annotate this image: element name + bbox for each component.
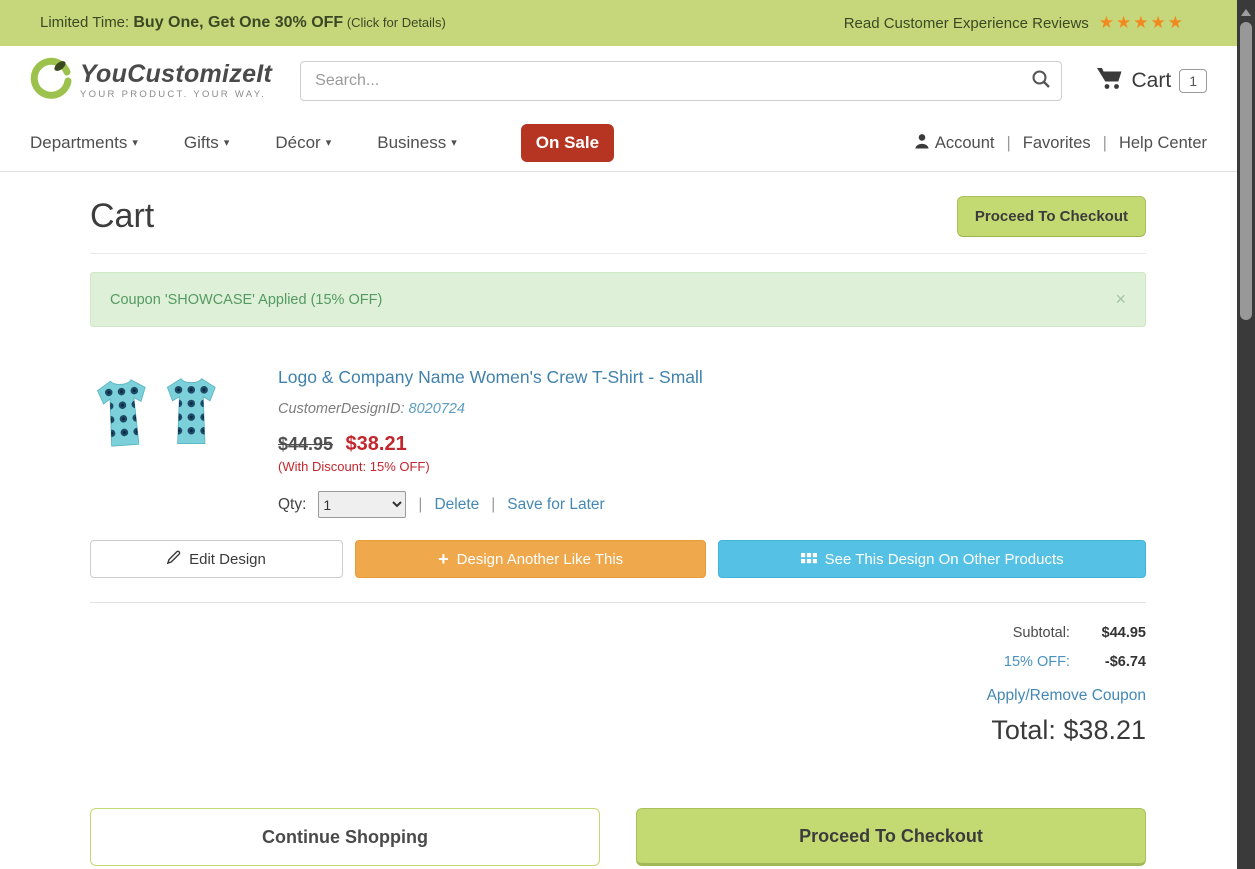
logo-link[interactable]: YouCustomizeIt YOUR PRODUCT. YOUR WAY. (30, 57, 272, 104)
nav-separator: | (1102, 133, 1107, 152)
design-id-row: CustomerDesignID: 8020724 (278, 401, 1146, 417)
subtotal-value: $44.95 (1101, 625, 1146, 641)
nav-item-decor[interactable]: Décor ▾ (275, 133, 332, 152)
old-price: $44.95 (278, 434, 334, 454)
logo-text: YouCustomizeIt (80, 59, 273, 88)
qty-select[interactable]: 1 (318, 491, 407, 518)
proceed-checkout-bottom-button[interactable]: Proceed To Checkout (636, 808, 1146, 866)
design-id-label: CustomerDesignID: (278, 401, 409, 417)
chevron-down-icon: ▾ (451, 137, 457, 149)
reviews-label: Read Customer Experience Reviews (843, 14, 1089, 32)
discount-row: 15% OFF: -$6.74 (90, 654, 1146, 670)
logo-words: YouCustomizeIt YOUR PRODUCT. YOUR WAY. (80, 59, 273, 100)
discount-label: 15% OFF: (1003, 654, 1070, 670)
coupon-link-row: Apply/Remove Coupon (90, 687, 1146, 705)
design-id-link[interactable]: 8020724 (408, 401, 465, 417)
promo-bar: Limited Time: Buy One, Get One 30% OFF (… (0, 0, 1237, 46)
nav-item-business[interactable]: Business ▾ (377, 133, 457, 152)
save-for-later-link[interactable]: Save for Later (507, 495, 605, 513)
product-thumbnail[interactable] (90, 367, 278, 518)
chevron-down-icon: ▾ (223, 137, 230, 149)
account-nav: Account | Favorites | Help Center (914, 133, 1207, 154)
favorites-link[interactable]: Favorites (1022, 133, 1091, 152)
cart-icon (1096, 66, 1124, 96)
grid-icon (800, 551, 817, 568)
discount-value: -$6.74 (1104, 654, 1146, 670)
logo-tagline: YOUR PRODUCT. YOUR WAY. (80, 88, 267, 100)
nav-item-gifts[interactable]: Gifts ▾ (183, 133, 230, 152)
logo-icon (30, 57, 72, 104)
coupon-alert: Coupon 'SHOWCASE' Applied (15% OFF) × (90, 272, 1146, 327)
cart-label: Cart (1131, 68, 1172, 92)
cart-item: Logo & Company Name Women's Crew T-Shirt… (90, 367, 1146, 518)
nav-separator: | (1006, 133, 1011, 152)
total-label: Total: (991, 715, 1056, 745)
proceed-checkout-top-button[interactable]: Proceed To Checkout (956, 196, 1146, 237)
qty-label: Qty: (278, 495, 307, 513)
total-row: Total: $38.21 (90, 715, 1146, 746)
delete-link[interactable]: Delete (434, 495, 480, 513)
reviews-link[interactable]: Read Customer Experience Reviews ★★★★★ (844, 13, 1197, 33)
chevron-down-icon: ▾ (325, 137, 332, 149)
user-icon (914, 133, 930, 154)
discount-note: (With Discount: 15% OFF) (278, 459, 430, 474)
cart-count-badge: 1 (1179, 68, 1207, 93)
search-icon (1031, 70, 1051, 92)
apply-remove-coupon-link[interactable]: Apply/Remove Coupon (986, 687, 1146, 704)
totals-panel: Subtotal: $44.95 15% OFF: -$6.74 Apply/R… (90, 625, 1146, 746)
see-other-products-button[interactable]: See This Design On Other Products (718, 540, 1146, 578)
search-bar (300, 60, 1062, 101)
promo-offer-link[interactable]: Limited Time: Buy One, Get One 30% OFF (… (40, 14, 446, 32)
subtotal-label: Subtotal: (1012, 625, 1070, 641)
subtotal-row: Subtotal: $44.95 (90, 625, 1146, 641)
scrollbar-up-arrow[interactable] (1241, 9, 1251, 16)
promo-prefix: Limited Time: (40, 14, 134, 31)
scrollbar[interactable] (1237, 0, 1255, 869)
design-another-button[interactable]: + Design Another Like This (354, 540, 707, 578)
close-icon[interactable]: × (1115, 289, 1126, 309)
pencil-icon (166, 550, 181, 568)
plus-icon: + (438, 548, 449, 569)
coupon-alert-text: Coupon 'SHOWCASE' Applied (15% OFF) (110, 291, 383, 308)
chevron-down-icon: ▾ (132, 137, 138, 149)
nav-menu: Departments ▾ Gifts ▾ Décor ▾ Business ▾ On … (30, 124, 615, 162)
scrollbar-thumb[interactable] (1240, 22, 1252, 320)
item-actions: Edit Design + Design Another Like This S… (90, 540, 1146, 578)
main-nav: Departments ▾ Gifts ▾ Décor ▾ Business ▾ On … (0, 115, 1237, 172)
current-price: $38.21 (345, 433, 407, 455)
item-details: Logo & Company Name Women's Crew T-Shirt… (278, 367, 1146, 518)
cart-link[interactable]: Cart 1 (1096, 66, 1207, 96)
help-center-link[interactable]: Help Center (1118, 133, 1207, 152)
search-button[interactable] (1026, 67, 1056, 95)
title-row: Cart Proceed To Checkout (90, 172, 1146, 254)
price-row: $44.95 $38.21 (With Discount: 15% OFF) (278, 433, 1146, 474)
search-input[interactable] (300, 60, 1062, 101)
separator: | (491, 495, 496, 513)
page-title: Cart (90, 197, 155, 235)
on-sale-button[interactable]: On Sale (520, 124, 615, 162)
separator: | (418, 495, 423, 513)
divider (90, 602, 1146, 603)
continue-shopping-button[interactable]: Continue Shopping (90, 808, 600, 866)
nav-item-departments[interactable]: Departments ▾ (30, 133, 138, 152)
total-value: $38.21 (1063, 715, 1146, 745)
promo-details-text: (Click for Details) (343, 15, 446, 30)
promo-offer-text: Buy One, Get One 30% OFF (133, 14, 344, 31)
star-rating-icon: ★★★★★ (1098, 13, 1185, 32)
site-header: YouCustomizeIt YOUR PRODUCT. YOUR WAY. (0, 46, 1237, 115)
account-link[interactable]: Account (914, 133, 995, 154)
cart-footer-actions: Continue Shopping Proceed To Checkout (90, 808, 1146, 866)
product-title-link[interactable]: Logo & Company Name Women's Crew T-Shirt… (278, 367, 703, 387)
qty-row: Qty: 1 | Delete | Save for Later (278, 491, 1146, 518)
edit-design-button[interactable]: Edit Design (90, 540, 343, 578)
cart-page: Cart Proceed To Checkout Coupon 'SHOWCAS… (0, 172, 1237, 866)
